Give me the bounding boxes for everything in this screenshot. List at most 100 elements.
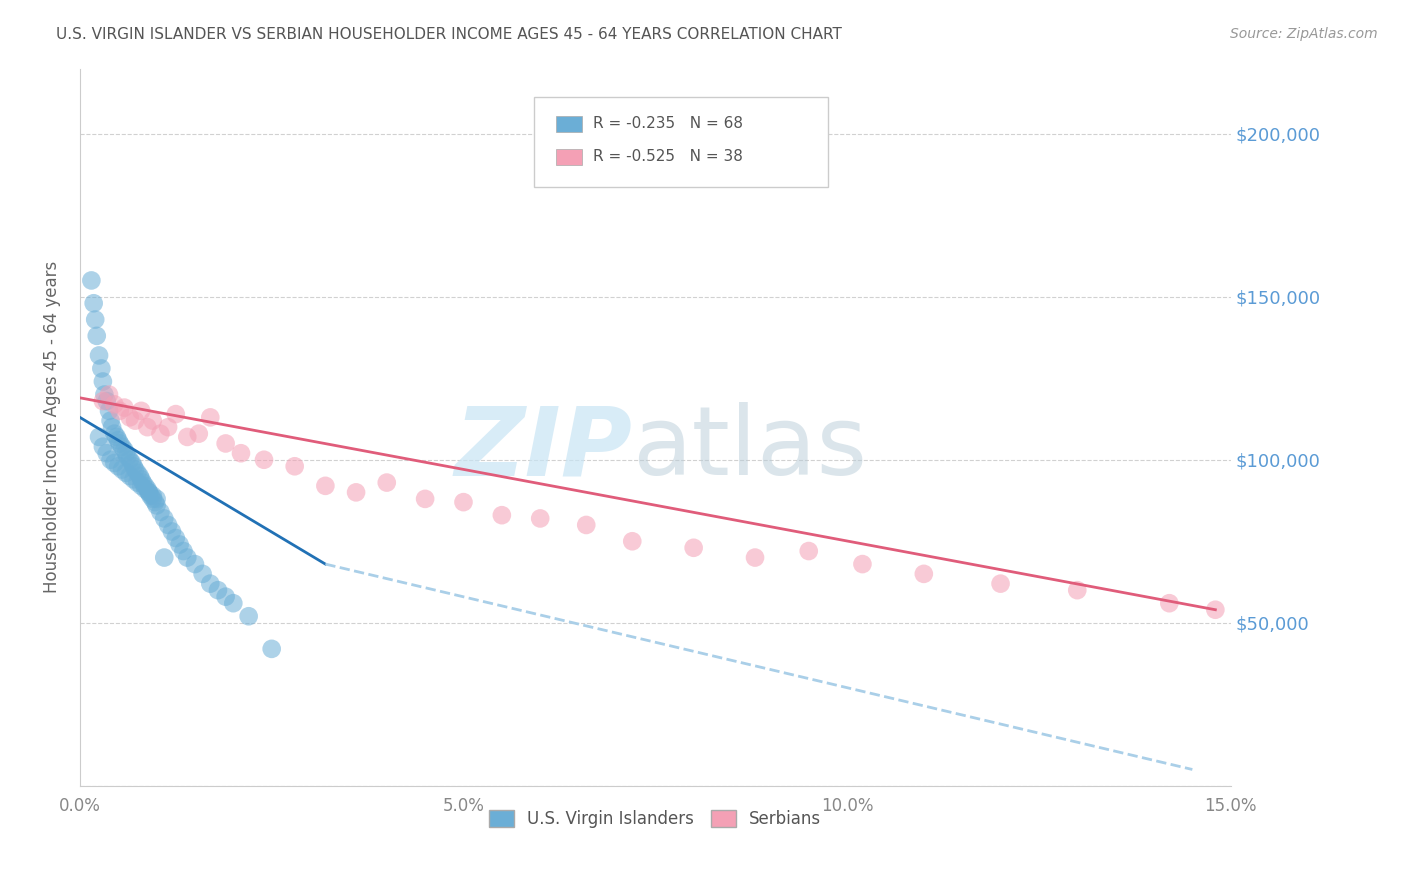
Point <box>139 489 162 503</box>
Point <box>253 452 276 467</box>
Point <box>112 401 135 415</box>
Point <box>122 459 145 474</box>
Point <box>121 456 143 470</box>
Point <box>238 609 260 624</box>
Point <box>184 557 207 571</box>
Point <box>103 397 125 411</box>
Point <box>797 544 820 558</box>
Text: atlas: atlas <box>633 402 868 495</box>
Point <box>1159 596 1181 610</box>
Point <box>84 312 107 326</box>
Point <box>127 466 149 480</box>
Point <box>129 472 152 486</box>
Point <box>98 404 121 418</box>
Point <box>176 550 198 565</box>
Point <box>1066 583 1088 598</box>
Point <box>621 534 644 549</box>
Point <box>90 361 112 376</box>
Point <box>222 596 245 610</box>
Point <box>128 469 150 483</box>
Point <box>93 387 115 401</box>
Point <box>118 469 141 483</box>
Point <box>107 459 129 474</box>
Point <box>91 394 114 409</box>
Point <box>111 462 134 476</box>
Point <box>851 557 873 571</box>
Point <box>138 485 160 500</box>
Point <box>87 430 110 444</box>
Point <box>157 518 180 533</box>
Point <box>682 541 704 555</box>
Point <box>142 491 165 506</box>
Point <box>96 394 118 409</box>
Point <box>145 499 167 513</box>
Point <box>118 452 141 467</box>
Point <box>136 482 159 496</box>
Point <box>100 414 122 428</box>
Point <box>105 430 128 444</box>
Point <box>115 446 138 460</box>
Point <box>214 590 236 604</box>
Point <box>142 414 165 428</box>
Point <box>200 576 222 591</box>
Point <box>165 531 187 545</box>
Text: Source: ZipAtlas.com: Source: ZipAtlas.com <box>1230 27 1378 41</box>
Point <box>112 442 135 457</box>
Point <box>108 404 131 418</box>
Point <box>118 410 141 425</box>
Point <box>136 420 159 434</box>
Text: R = -0.525   N = 38: R = -0.525 N = 38 <box>593 149 742 164</box>
Point <box>122 472 145 486</box>
Point <box>98 387 121 401</box>
Point <box>96 446 118 460</box>
Point <box>453 495 475 509</box>
Point <box>129 404 152 418</box>
Point <box>200 410 222 425</box>
Point <box>1204 603 1226 617</box>
Point <box>134 479 156 493</box>
Point <box>138 485 160 500</box>
Point <box>169 537 191 551</box>
Point <box>157 420 180 434</box>
Point <box>103 456 125 470</box>
Point <box>124 414 146 428</box>
Y-axis label: Householder Income Ages 45 - 64 years: Householder Income Ages 45 - 64 years <box>44 261 60 593</box>
Point <box>153 511 176 525</box>
Point <box>314 479 336 493</box>
Point <box>176 430 198 444</box>
Point <box>149 426 172 441</box>
Point <box>83 296 105 310</box>
Point <box>214 436 236 450</box>
Point <box>142 489 165 503</box>
Point <box>149 505 172 519</box>
Point <box>491 508 513 523</box>
Point <box>134 482 156 496</box>
Point <box>375 475 398 490</box>
Point <box>172 544 194 558</box>
Point <box>413 491 436 506</box>
Point <box>153 550 176 565</box>
Point <box>229 446 252 460</box>
Point <box>103 426 125 441</box>
Point <box>107 433 129 447</box>
Text: ZIP: ZIP <box>454 402 633 495</box>
Point <box>344 485 367 500</box>
Legend: U.S. Virgin Islanders, Serbians: U.S. Virgin Islanders, Serbians <box>482 804 828 835</box>
Point <box>529 511 551 525</box>
Point <box>575 518 598 533</box>
Point <box>101 420 124 434</box>
Bar <box>557 149 582 165</box>
Point <box>127 475 149 490</box>
Point <box>117 450 139 464</box>
Point <box>86 329 108 343</box>
Point <box>207 583 229 598</box>
Point <box>115 466 138 480</box>
Point <box>100 452 122 467</box>
Point <box>191 566 214 581</box>
Point <box>124 462 146 476</box>
Point <box>187 426 209 441</box>
Point <box>260 641 283 656</box>
Point <box>143 495 166 509</box>
Point <box>129 479 152 493</box>
Point <box>160 524 183 539</box>
